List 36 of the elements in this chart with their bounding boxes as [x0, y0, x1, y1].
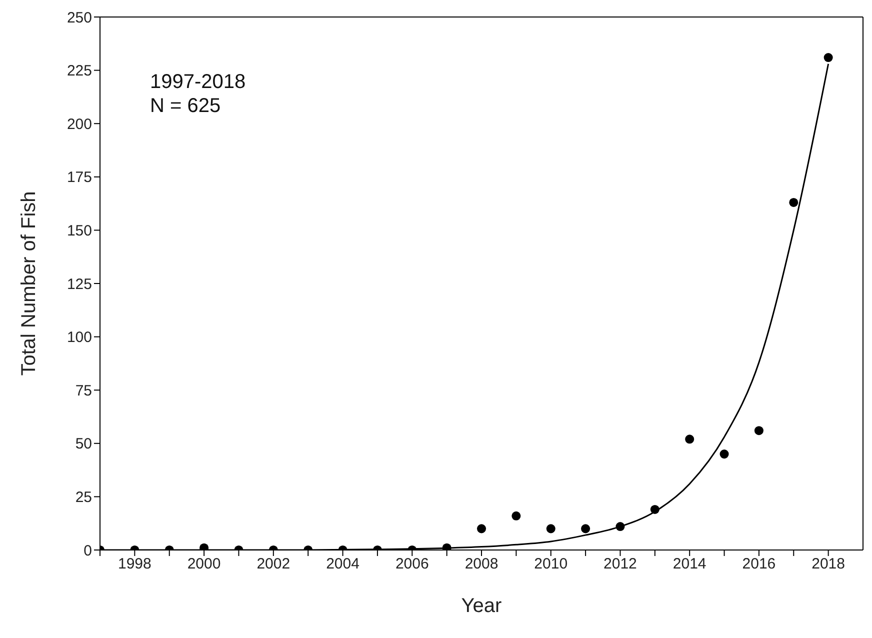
x-tick-label: 2006 [395, 556, 429, 573]
point [546, 524, 556, 534]
x-tick-label: 2010 [534, 556, 568, 573]
point [650, 504, 660, 514]
point [754, 426, 764, 436]
y-tick-label: 125 [66, 276, 92, 293]
x-tick-label: 1998 [118, 556, 152, 573]
y-tick-label: 50 [75, 436, 92, 453]
x-tick-label: 2002 [256, 556, 290, 573]
annotation: N = 625 [150, 94, 222, 118]
x-tick-label: 2012 [604, 556, 637, 573]
point [581, 524, 590, 534]
annotation: 1997-2018 [150, 70, 246, 94]
y-tick-label: 25 [75, 489, 92, 506]
x-tick-label: 2014 [672, 556, 706, 573]
point [685, 434, 694, 444]
y-tick-label: 200 [66, 116, 92, 133]
y-axis-title: Total Number of Fish [18, 191, 40, 376]
x-tick-label: 2018 [812, 556, 846, 573]
y-tick-label: 250 [66, 9, 92, 26]
point [824, 53, 833, 62]
y-tick-label: 0 [84, 542, 92, 560]
y-tick-label: 100 [66, 329, 92, 346]
y-tick-label: 175 [66, 169, 92, 186]
point [789, 198, 798, 207]
y-tick-label: 75 [75, 382, 92, 400]
point [720, 450, 729, 459]
x-axis-title: Year [461, 595, 502, 617]
y-tick-label: 225 [66, 62, 92, 80]
point [476, 524, 486, 534]
x-tick-label: 2008 [464, 556, 498, 573]
x-tick-label: 2016 [742, 556, 776, 573]
point [512, 511, 521, 520]
x-tick-label: 2000 [187, 556, 221, 573]
x-tick-label: 2004 [326, 556, 360, 573]
y-tick-label: 150 [66, 222, 92, 240]
